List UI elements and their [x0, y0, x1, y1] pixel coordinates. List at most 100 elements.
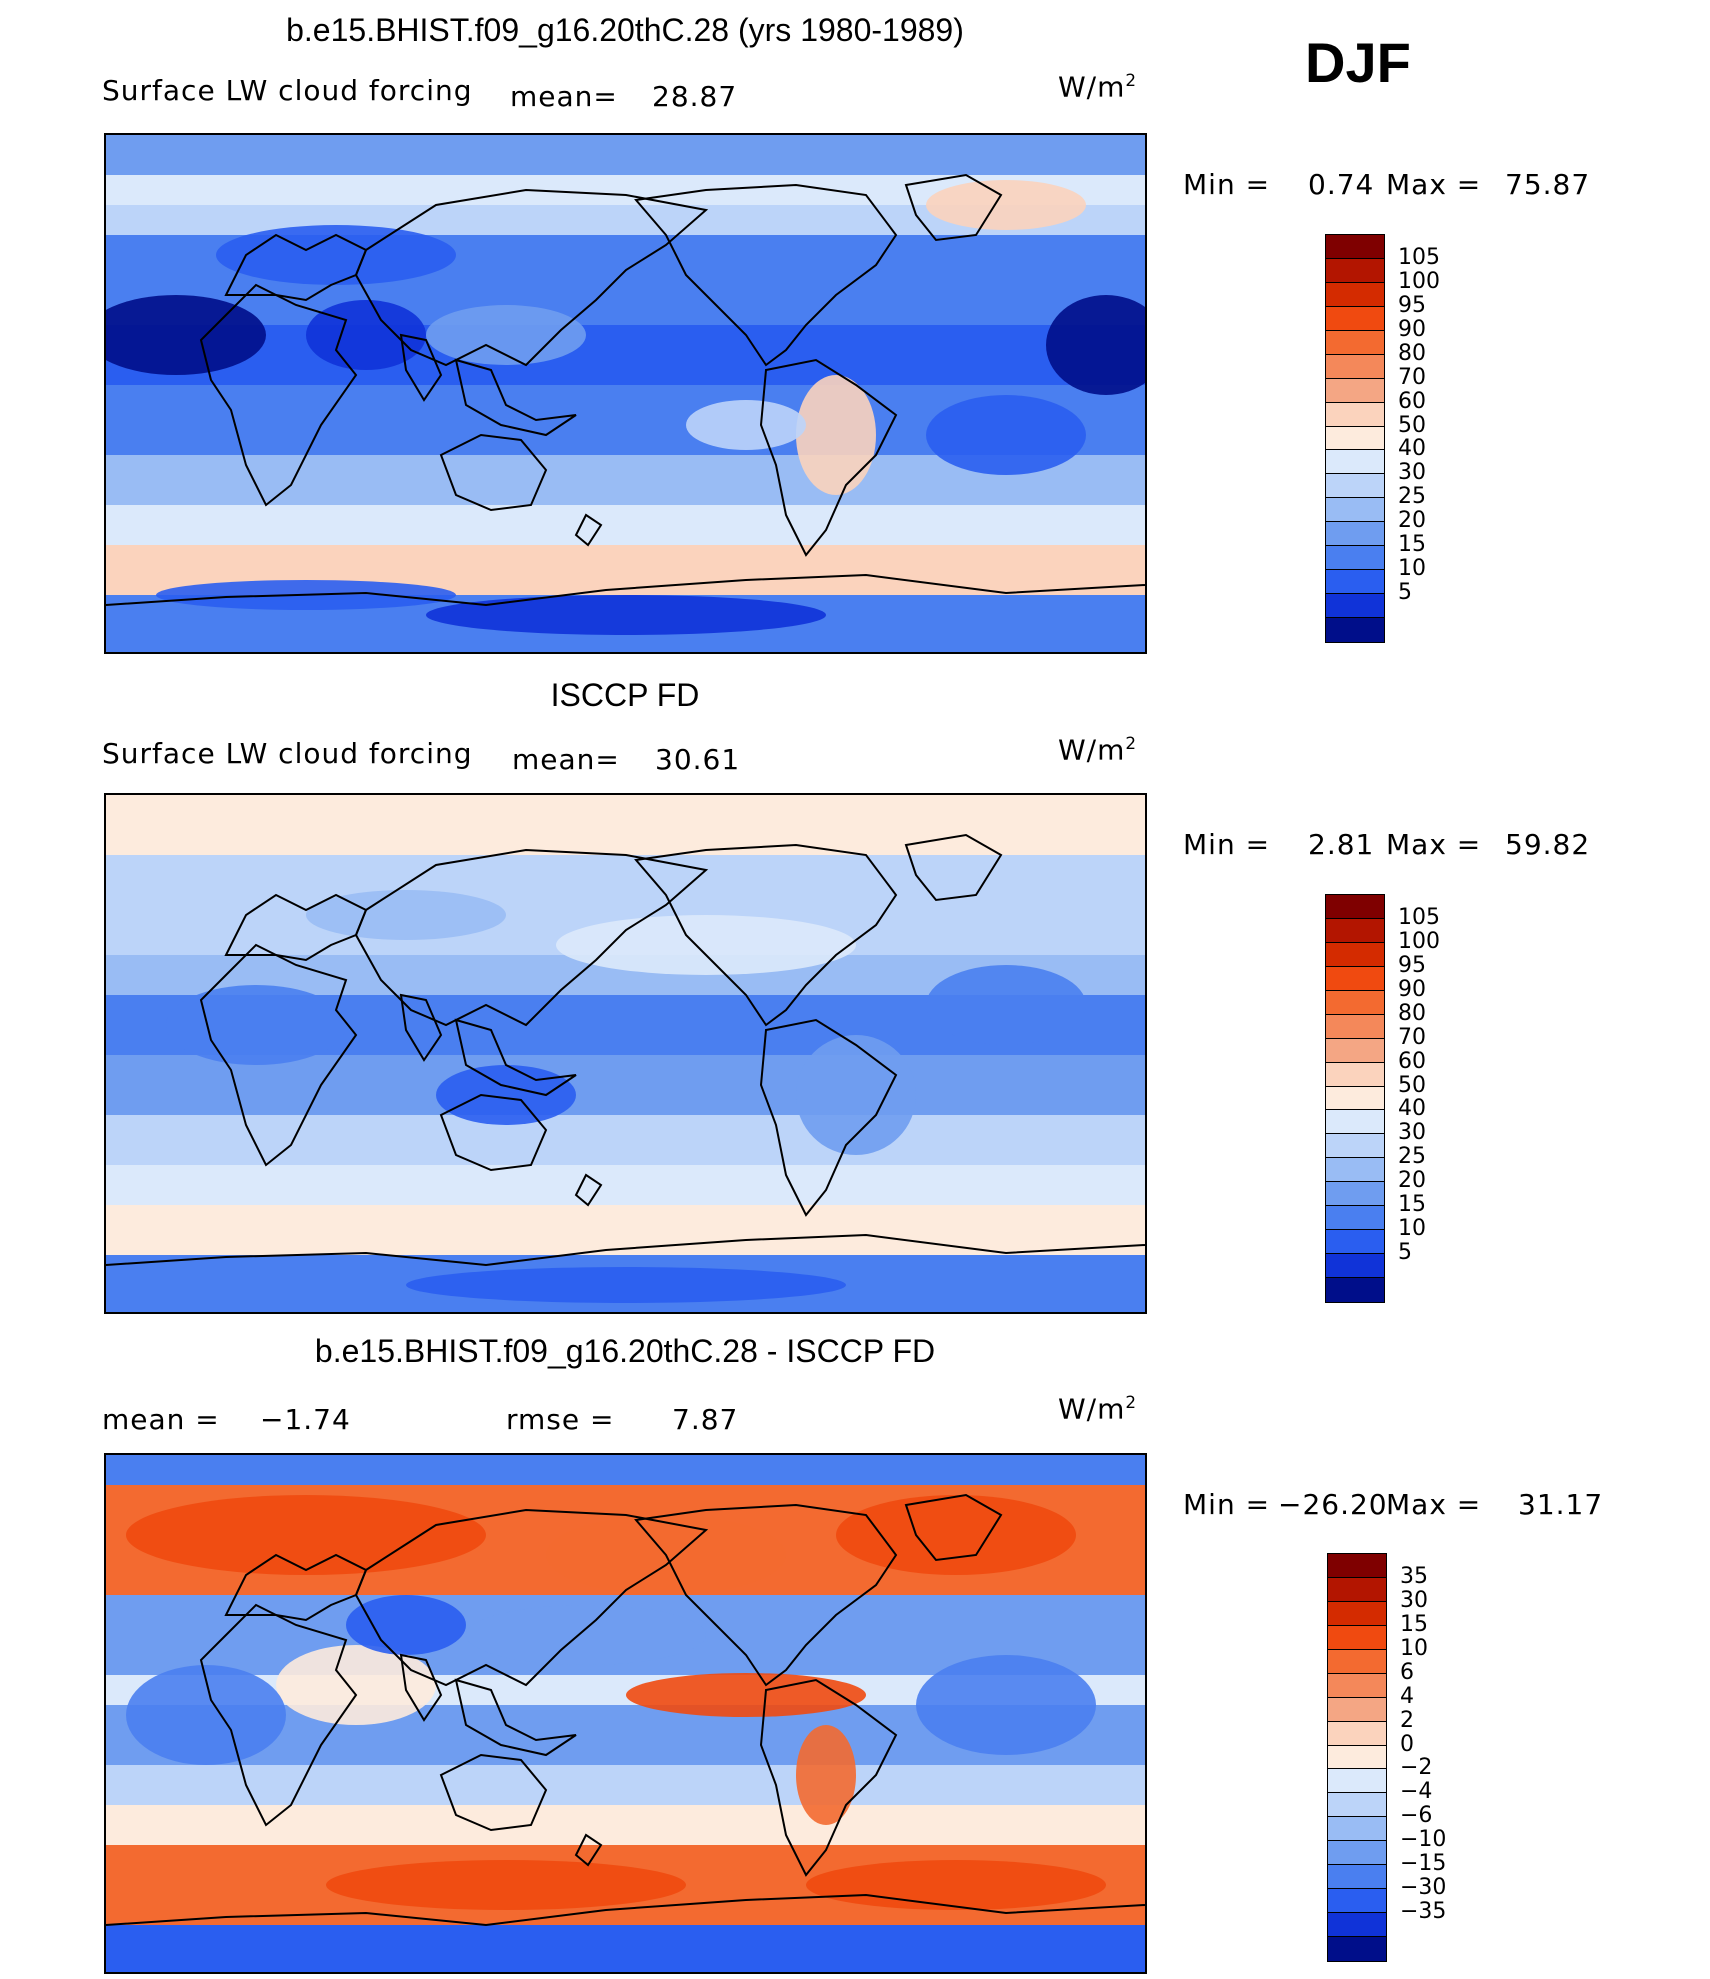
- colorbar-tick-label: 10: [1400, 1635, 1428, 1661]
- panel-2-mean-value: 30.61: [655, 743, 741, 776]
- colorbar-tick-label: 100: [1398, 268, 1440, 294]
- panel-3-mean-value: −1.74: [260, 1403, 351, 1436]
- colorbar-tick-label: 5: [1398, 1240, 1412, 1266]
- colorbar-tick-label: 25: [1398, 1144, 1426, 1170]
- colorbar-swatch: [1328, 1554, 1386, 1578]
- colorbar-swatch: [1328, 1817, 1386, 1842]
- colorbar-swatch: [1328, 1577, 1386, 1602]
- panel-3-map: [104, 1453, 1147, 1974]
- colorbar-tick-label: 15: [1398, 1192, 1426, 1218]
- colorbar-tick-label: 60: [1398, 388, 1426, 414]
- colorbar-swatch: [1326, 1110, 1384, 1135]
- panel-1-min-value: 0.74: [1308, 168, 1375, 201]
- panel-3-title: b.e15.BHIST.f09_g16.20thC.28 - ISCCP FD: [314, 1333, 936, 1369]
- colorbar-swatch: [1328, 1721, 1386, 1746]
- colorbar-swatch: [1326, 258, 1384, 283]
- colorbar-swatch: [1326, 1134, 1384, 1159]
- panel-3-colorbar: [1327, 1553, 1387, 1962]
- colorbar-tick-label: 95: [1398, 952, 1426, 978]
- colorbar-tick-label: 105: [1398, 904, 1440, 930]
- colorbar-swatch: [1326, 330, 1384, 355]
- colorbar-swatch: [1328, 1625, 1386, 1650]
- colorbar-tick-label: 5: [1398, 580, 1412, 606]
- colorbar-tick-label: 50: [1398, 1072, 1426, 1098]
- colorbar-swatch: [1328, 1937, 1386, 1961]
- colorbar-tick-label: −10: [1400, 1827, 1447, 1853]
- panel-1-min-label: Min =: [1183, 168, 1271, 201]
- colorbar-tick-label: 90: [1398, 976, 1426, 1002]
- panel-2-max-value: 59.82: [1505, 828, 1591, 861]
- colorbar-tick-label: 30: [1398, 1120, 1426, 1146]
- colorbar-swatch: [1328, 1889, 1386, 1914]
- colorbar-swatch: [1328, 1913, 1386, 1938]
- colorbar-tick-label: 25: [1398, 484, 1426, 510]
- colorbar-tick-label: 70: [1398, 1024, 1426, 1050]
- panel-1-title: b.e15.BHIST.f09_g16.20thC.28 (yrs 1980-1…: [286, 12, 964, 48]
- colorbar-swatch: [1326, 282, 1384, 307]
- colorbar-tick-label: −15: [1400, 1851, 1447, 1877]
- colorbar-swatch: [1328, 1745, 1386, 1770]
- colorbar-swatch: [1326, 1278, 1384, 1302]
- colorbar-tick-label: 4: [1400, 1683, 1414, 1709]
- colorbar-swatch: [1328, 1673, 1386, 1698]
- colorbar-tick-label: −2: [1400, 1755, 1433, 1781]
- colorbar-swatch: [1326, 498, 1384, 523]
- panel-3-mean-label: mean =: [102, 1403, 220, 1436]
- colorbar-tick-label: −35: [1400, 1899, 1447, 1925]
- panel-3-max-value: 31.17: [1518, 1488, 1604, 1521]
- colorbar-swatch: [1326, 570, 1384, 595]
- colorbar-tick-label: 6: [1400, 1659, 1414, 1685]
- panel-1-units: W/m2: [1058, 70, 1138, 104]
- colorbar-swatch: [1326, 546, 1384, 571]
- colorbar-swatch: [1326, 1158, 1384, 1183]
- colorbar-tick-label: 100: [1398, 928, 1440, 954]
- colorbar-swatch: [1328, 1793, 1386, 1818]
- panel-2-max-label: Max =: [1386, 828, 1482, 861]
- panel-1-max-label: Max =: [1386, 168, 1482, 201]
- colorbar-tick-label: 35: [1400, 1563, 1428, 1589]
- colorbar-tick-label: 30: [1400, 1587, 1428, 1613]
- panel-1-colorbar: [1325, 234, 1385, 643]
- colorbar-swatch: [1326, 450, 1384, 475]
- colorbar-tick-label: 90: [1398, 316, 1426, 342]
- colorbar-tick-label: 40: [1398, 1096, 1426, 1122]
- colorbar-swatch: [1326, 235, 1384, 259]
- colorbar-swatch: [1326, 426, 1384, 451]
- colorbar-swatch: [1326, 378, 1384, 403]
- panel-2-map: [104, 793, 1147, 1314]
- colorbar-swatch: [1326, 1038, 1384, 1063]
- colorbar-tick-label: 20: [1398, 508, 1426, 534]
- colorbar-tick-label: 80: [1398, 1000, 1426, 1026]
- colorbar-swatch: [1326, 966, 1384, 991]
- colorbar-swatch: [1328, 1841, 1386, 1866]
- colorbar-tick-label: −30: [1400, 1875, 1447, 1901]
- colorbar-tick-label: 95: [1398, 292, 1426, 318]
- panel-2-colorbar: [1325, 894, 1385, 1303]
- colorbar-tick-label: 50: [1398, 412, 1426, 438]
- panel-1-max-value: 75.87: [1505, 168, 1591, 201]
- colorbar-tick-label: 15: [1398, 532, 1426, 558]
- colorbar-swatch: [1326, 594, 1384, 619]
- panel-3-units: W/m2: [1058, 1392, 1138, 1426]
- colorbar-swatch: [1326, 918, 1384, 943]
- colorbar-swatch: [1326, 1230, 1384, 1255]
- colorbar-tick-label: −4: [1400, 1779, 1433, 1805]
- panel-3-min-label: Min =: [1183, 1488, 1271, 1521]
- colorbar-swatch: [1326, 990, 1384, 1015]
- colorbar-tick-label: 0: [1400, 1731, 1414, 1757]
- panel-2-min-value: 2.81: [1308, 828, 1375, 861]
- colorbar-tick-label: 2: [1400, 1707, 1414, 1733]
- colorbar-swatch: [1328, 1601, 1386, 1626]
- colorbar-tick-label: 10: [1398, 556, 1426, 582]
- colorbar-swatch: [1326, 474, 1384, 499]
- colorbar-swatch: [1326, 1014, 1384, 1039]
- colorbar-swatch: [1326, 1254, 1384, 1279]
- colorbar-swatch: [1326, 1206, 1384, 1231]
- panel-2-mean-label: mean=: [512, 743, 620, 776]
- panel-1-map: [104, 133, 1147, 654]
- panel-1-mean-label: mean=: [510, 80, 618, 113]
- panel-3-max-label: Max =: [1386, 1488, 1482, 1521]
- season-label: DJF: [1305, 31, 1411, 94]
- panel-2-title: ISCCP FD: [550, 677, 700, 713]
- colorbar-swatch: [1326, 895, 1384, 919]
